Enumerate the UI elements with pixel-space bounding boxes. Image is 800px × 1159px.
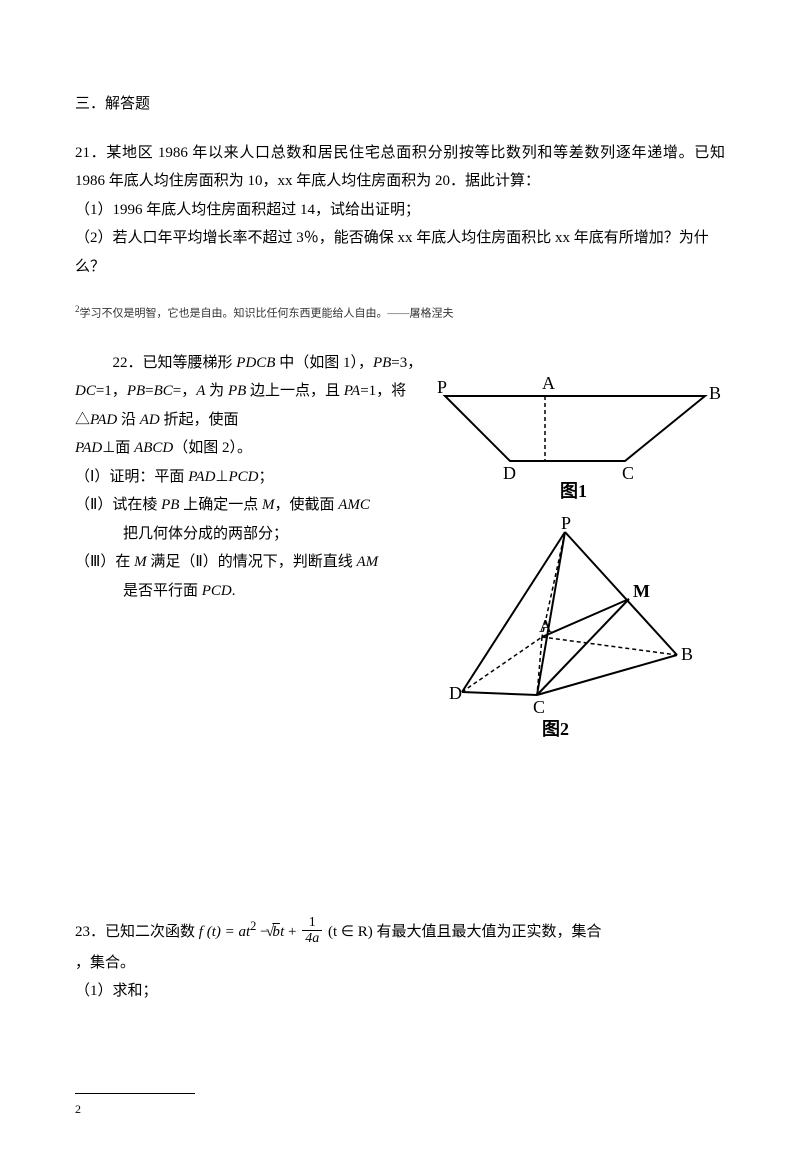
p23-num: 23． [75, 924, 105, 940]
problem-23: 23．已知二次函数 f (t) = at2 − b√t + 14a (t ∈ R… [75, 915, 725, 1005]
p21-body: 21．某地区 1986 年以来人口总数和居民住宅总面积分别按等比数列和等差数列逐… [75, 139, 725, 196]
t: ⊥ [215, 469, 228, 485]
t: 为 [205, 383, 228, 399]
problem-21: 21．某地区 1986 年以来人口总数和居民住宅总面积分别按等比数列和等差数列逐… [75, 139, 725, 282]
t: M [262, 497, 275, 513]
t: + [284, 924, 300, 940]
p23-q1: （1）求和； [75, 977, 725, 1006]
p21-q1: （1）1996 年底人均住房面积超过 14，试给出证明； [75, 196, 725, 225]
t: 上确定一点 [179, 497, 262, 513]
t: PCD [229, 469, 259, 485]
lbl-B: B [709, 383, 721, 403]
p22-s3: （Ⅲ）在 M 满足（Ⅱ）的情况下，判断直线 AM [75, 548, 439, 577]
p22-text: 22．已知等腰梯形 PDCB 中（如图 1），PB=3，DC=1，PB=BC=，… [75, 349, 439, 606]
t: AM [356, 554, 378, 570]
t: 已知等腰梯形 [143, 355, 237, 371]
t: （如图 2）。 [173, 440, 252, 456]
t: (t ∈ R) [324, 924, 372, 940]
p22-s2b: 把几何体分成的两部分； [75, 520, 439, 549]
t: = [145, 383, 153, 399]
page-number: 2 [75, 1098, 725, 1121]
lbl-D2: D [449, 683, 462, 703]
frac-num: 1 [302, 915, 322, 931]
t: （Ⅲ）在 [75, 554, 134, 570]
t: ，使截面 [274, 497, 338, 513]
lbl-M: M [633, 581, 650, 601]
figure-2: P M A B D C 图2 [447, 517, 697, 742]
fraction: 14a [302, 915, 322, 947]
t: AD [140, 412, 160, 428]
inline-footnote: 2学习不仅是明智，它也是自由。知识比任何东西更能给人自由。——屠格涅夫 [75, 301, 725, 325]
frac-den: 4a [302, 931, 322, 946]
t: （Ⅰ）证明：平面 [75, 469, 188, 485]
t: PAD [75, 440, 102, 456]
lbl-C2: C [533, 697, 545, 717]
t: AMC [338, 497, 370, 513]
t: 中（如图 1）， [275, 355, 373, 371]
p22-num: 22． [113, 355, 143, 371]
t: ABCD [134, 440, 173, 456]
t: =1， [96, 383, 127, 399]
figure-area: P A B D C 图1 P M A B D C 图2 [425, 371, 735, 753]
t: 满足（Ⅱ）的情况下，判断直线 [147, 554, 357, 570]
t: DC [75, 383, 96, 399]
figure-1: P A B D C 图1 [425, 371, 725, 501]
t: PDCB [236, 355, 275, 371]
t: PAD [90, 412, 117, 428]
t: PA [344, 383, 360, 399]
lbl-A: A [542, 373, 555, 393]
lbl-D: D [503, 463, 516, 483]
p22-s1: （Ⅰ）证明：平面 PAD⊥PCD； [75, 463, 439, 492]
p22-s3b: 是否平行面 PCD. [75, 577, 439, 606]
sqrt-icon: √ [266, 924, 274, 940]
t: PAD [188, 469, 215, 485]
t: ； [259, 469, 274, 485]
lbl-B2: B [681, 644, 693, 664]
t: 边上一点，且 [246, 383, 344, 399]
lbl-P: P [437, 377, 447, 397]
t: BC [154, 383, 173, 399]
problem-22: 22．已知等腰梯形 PDCB 中（如图 1），PB=3，DC=1，PB=BC=，… [75, 349, 725, 606]
t: f (t) = at [199, 924, 250, 940]
t: （Ⅱ）试在棱 [75, 497, 161, 513]
p21-q2: （2）若人口年平均增长率不超过 3％，能否确保 xx 年底人均住房面积比 xx … [75, 224, 725, 281]
p23-line1: 23．已知二次函数 f (t) = at2 − b√t + 14a (t ∈ R… [75, 915, 725, 948]
p22-line1: 22．已知等腰梯形 PDCB 中（如图 1），PB=3，DC=1，PB=BC=，… [75, 349, 439, 435]
t: . [232, 583, 236, 599]
p21-num: 21． [75, 145, 106, 161]
lbl-A2: A [539, 616, 552, 636]
fig2-label: 图2 [542, 719, 569, 739]
t: 是否平行面 [123, 583, 202, 599]
footnote-rule [75, 1093, 195, 1094]
lbl-P2: P [561, 517, 571, 533]
t: PB [228, 383, 246, 399]
footer: 2 [75, 1093, 725, 1121]
t: =， [173, 383, 196, 399]
section-title: 三．解答题 [75, 90, 725, 119]
t: =3， [391, 355, 422, 371]
t: 已知二次函数 [105, 924, 199, 940]
p23-line2: ，集合。 [75, 949, 725, 978]
fig1-label: 图1 [560, 481, 587, 501]
t: ⊥面 [102, 440, 134, 456]
p22-s2: （Ⅱ）试在棱 PB 上确定一点 M，使截面 AMC [75, 491, 439, 520]
t: M [134, 554, 147, 570]
footnote-text: 学习不仅是明智，它也是自由。知识比任何东西更能给人自由。——屠格涅夫 [80, 308, 454, 320]
lbl-C: C [622, 463, 634, 483]
p22-line2: PAD⊥面 ABCD（如图 2）。 [75, 434, 439, 463]
t: 折起，使面 [160, 412, 239, 428]
t: 有最大值且最大值为正实数，集合 [373, 924, 602, 940]
t: PB [161, 497, 179, 513]
t: PB [373, 355, 391, 371]
t: PCD [202, 583, 232, 599]
t: PB [127, 383, 145, 399]
t: 沿 [117, 412, 140, 428]
p21-line1: 某地区 1986 年以来人口总数和居民住宅总面积分别按等比数列和等差数列逐年递增… [75, 145, 725, 190]
